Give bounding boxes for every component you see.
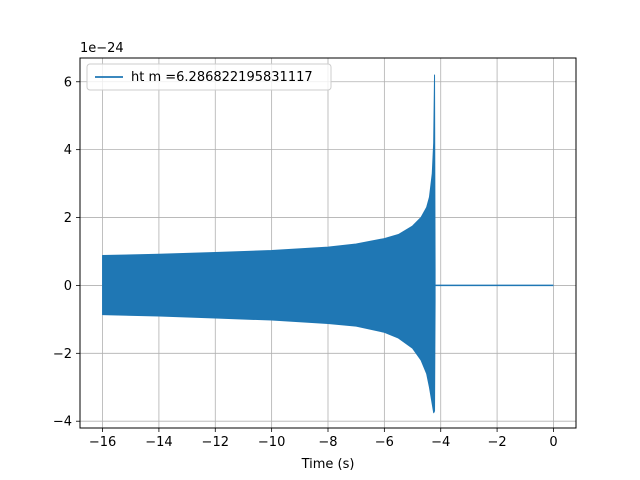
y-tick-label: 6 [64,75,72,90]
y-tick-label: 4 [64,143,72,158]
y-tick-label: 0 [64,279,72,294]
legend-box [86,63,332,91]
x-tick-label: −6 [375,435,394,450]
legend-label: ht m =6.286822195831117 [131,70,313,85]
x-tick-label: −10 [258,435,285,450]
plot-area [102,74,554,414]
y-tick-label: 2 [64,211,72,226]
x-tick-label: −16 [89,435,116,450]
waveform-envelope [102,74,436,414]
legend: ht m =6.286822195831117 [86,63,332,91]
x-tick-label: 0 [549,435,557,450]
y-offset-label: 1e−24 [80,41,124,56]
x-tick-label: −8 [318,435,337,450]
y-axis: −4 −2 0 2 4 6 [53,75,80,430]
x-tick-label: −12 [202,435,229,450]
x-tick-label: −2 [488,435,507,450]
x-axis-label: Time (s) [301,457,355,472]
y-tick-label: −2 [53,347,72,362]
y-tick-label: −4 [53,415,72,430]
x-axis: −16 −14 −12 −10 −8 −6 −4 −2 0 [89,428,558,450]
x-tick-label: −4 [431,435,450,450]
x-tick-label: −14 [145,435,172,450]
